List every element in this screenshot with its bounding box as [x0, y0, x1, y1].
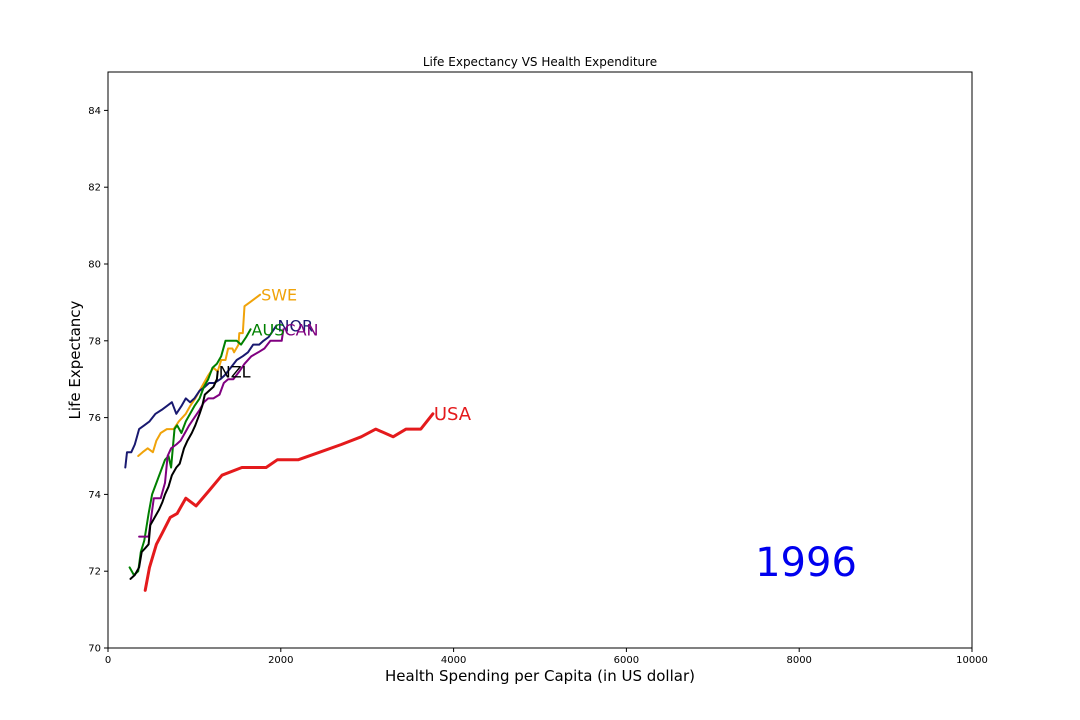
- series-line-nor: [124, 324, 278, 469]
- y-tick-label: 84: [88, 106, 101, 117]
- series-label-usa: USA: [434, 404, 472, 425]
- y-tick-label: 70: [88, 644, 101, 655]
- x-tick-label: 4000: [441, 655, 466, 666]
- x-axis: 0 2000 4000 6000 8000 10000: [105, 648, 988, 666]
- chart-title: Life Expectancy VS Health Expenditure: [423, 55, 657, 69]
- y-axis: 70 72 74 76 78 80 82 84: [88, 106, 108, 655]
- x-tick-label: 2000: [268, 655, 293, 666]
- y-tick-label: 72: [88, 567, 101, 578]
- x-tick-label: 8000: [786, 655, 811, 666]
- y-tick-label: 82: [88, 183, 101, 194]
- series-label-nor: NOR: [277, 316, 313, 335]
- series-label-can: CAN: [284, 320, 318, 339]
- y-tick-label: 74: [88, 490, 101, 501]
- series-label-aus: AUS: [252, 320, 285, 339]
- series-line-swe: [137, 293, 262, 457]
- x-tick-label: 10000: [956, 655, 988, 666]
- series-lines: [124, 293, 435, 592]
- series-line-nzl: [129, 370, 219, 580]
- x-axis-label: Health Spending per Capita (in US dollar…: [385, 667, 695, 685]
- series-label-swe: SWE: [261, 286, 297, 305]
- y-tick-label: 76: [88, 413, 101, 424]
- y-tick-label: 78: [88, 336, 101, 347]
- x-tick-label: 6000: [614, 655, 639, 666]
- plot-area: [107, 71, 973, 649]
- y-axis-label: Life Expectancy: [66, 300, 84, 419]
- series-line-usa: [143, 412, 435, 592]
- x-tick-label: 0: [105, 655, 111, 666]
- year-annotation: 1996: [755, 540, 857, 586]
- series-line-aus: [128, 328, 252, 576]
- series-line-can: [138, 328, 285, 538]
- y-tick-label: 80: [88, 260, 101, 271]
- series-label-nzl: NZL: [219, 363, 251, 382]
